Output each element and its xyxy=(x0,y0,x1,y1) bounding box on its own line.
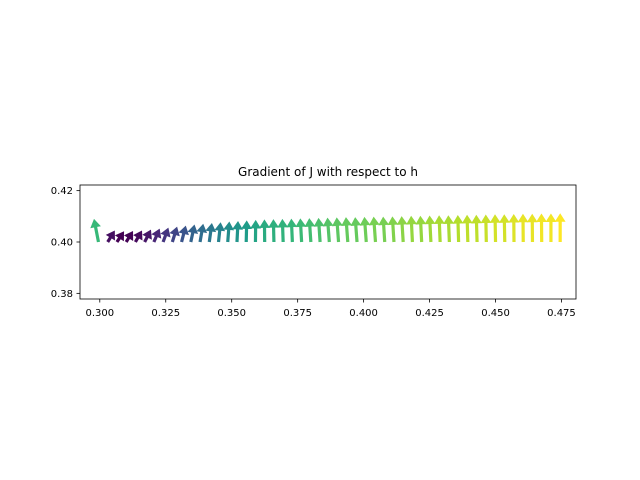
gradient-arrow xyxy=(526,213,538,243)
x-tick-label: 0.375 xyxy=(283,308,312,319)
gradient-arrow xyxy=(169,226,180,243)
gradient-arrow xyxy=(387,216,399,243)
gradient-arrow xyxy=(250,219,262,243)
gradient-arrow xyxy=(368,216,380,243)
x-tick-label: 0.450 xyxy=(481,308,510,319)
gradient-arrow xyxy=(322,217,334,243)
x-tick-label: 0.425 xyxy=(415,308,444,319)
gradient-arrow xyxy=(241,220,252,243)
x-tick-label: 0.300 xyxy=(85,308,114,319)
gradient-arrow xyxy=(545,213,557,242)
gradient-arrow xyxy=(331,217,343,243)
gradient-arrow xyxy=(187,224,199,243)
gradient-arrow xyxy=(160,227,171,243)
gradient-arrow xyxy=(461,214,473,243)
gradient-arrow xyxy=(232,220,243,243)
gradient-arrow xyxy=(415,215,427,243)
gradient-arrow xyxy=(286,218,298,243)
gradient-arrow xyxy=(489,214,501,243)
gradient-arrow xyxy=(259,219,270,243)
gradient-arrow xyxy=(443,215,455,243)
gradient-arrow xyxy=(205,223,217,243)
gradient-arrow xyxy=(350,217,362,243)
gradient-arrow xyxy=(223,221,235,243)
gradient-arrow xyxy=(406,215,417,243)
gradient-arrow xyxy=(304,218,316,243)
gradient-arrow xyxy=(554,213,566,242)
gradient-arrow xyxy=(359,216,371,243)
gradient-arrow xyxy=(396,216,408,243)
gradient-arrow xyxy=(123,230,134,243)
gradient-arrow xyxy=(508,214,520,243)
gradient-arrow xyxy=(517,213,529,243)
y-tick-label: 0.42 xyxy=(51,186,73,197)
gradient-arrow xyxy=(434,215,445,243)
y-tick-label: 0.40 xyxy=(51,238,73,249)
gradient-arrow xyxy=(313,217,325,243)
chart-title: Gradient of J with respect to h xyxy=(238,165,418,179)
gradient-arrow xyxy=(196,223,208,243)
x-tick-label: 0.350 xyxy=(217,308,246,319)
gradient-arrow xyxy=(424,215,436,243)
gradient-arrow xyxy=(452,215,464,243)
x-tick-label: 0.400 xyxy=(349,308,378,319)
gradient-arrow xyxy=(214,222,226,243)
gradient-arrow xyxy=(151,228,162,243)
x-tick-label: 0.325 xyxy=(151,308,180,319)
gradient-arrow xyxy=(178,225,189,243)
gradient-arrow xyxy=(142,229,152,243)
gradient-arrow xyxy=(378,216,390,243)
gradient-arrow xyxy=(341,217,352,243)
gradient-arrow xyxy=(133,230,143,243)
gradient-arrow xyxy=(90,218,101,243)
gradient-arrow xyxy=(499,214,510,243)
gradient-arrow xyxy=(536,213,547,243)
gradient-arrow xyxy=(268,219,279,243)
arrow-field xyxy=(90,213,566,243)
x-tick-label: 0.475 xyxy=(547,308,576,319)
gradient-arrow xyxy=(105,230,115,243)
gradient-arrow xyxy=(480,214,492,243)
gradient-arrow xyxy=(295,218,307,243)
gradient-arrow xyxy=(471,214,482,243)
y-tick-label: 0.38 xyxy=(51,289,73,300)
gradient-arrow xyxy=(277,218,289,243)
axes: 0.300 0.325 0.350 0.375 0.400 0.425 0.450 0.475… xyxy=(51,184,577,319)
gradient-arrow xyxy=(114,231,125,243)
